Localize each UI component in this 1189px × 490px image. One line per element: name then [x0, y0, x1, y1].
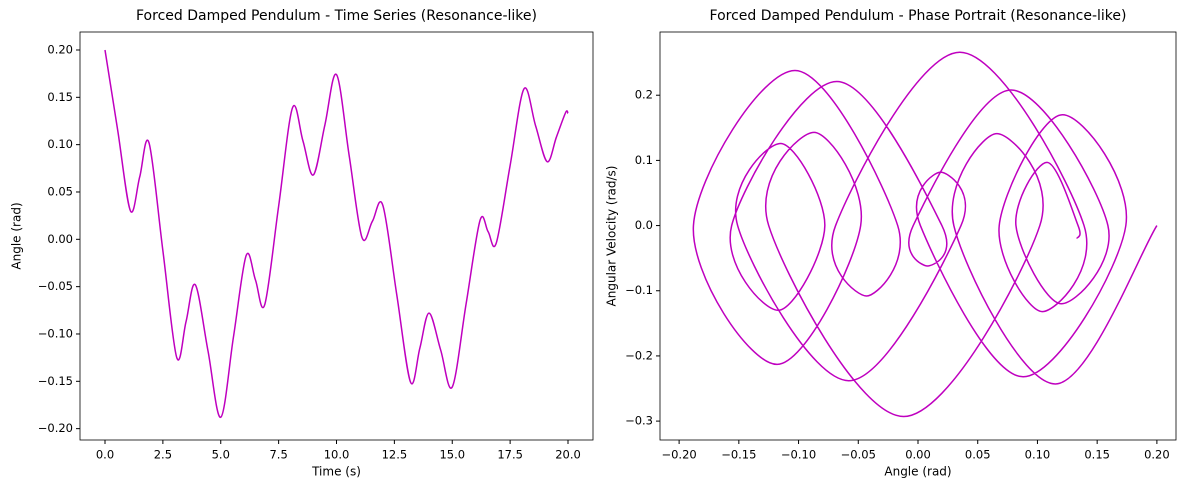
x-tick-label: −0.20	[661, 448, 696, 462]
x-tick-label: −0.05	[841, 448, 876, 462]
x-tick-label: −0.15	[721, 448, 756, 462]
data-line	[692, 51, 1158, 418]
x-tick-label: 20.0	[555, 448, 581, 462]
y-tick-label: −0.15	[38, 374, 73, 388]
y-axis-label: Angular Velocity (rad/s)	[605, 166, 619, 307]
x-axis-label: Angle (rad)	[884, 465, 951, 479]
y-tick-label: −0.2	[625, 348, 653, 362]
x-tick-label: 7.5	[269, 448, 287, 462]
y-axis-label: Angle (rad)	[10, 202, 24, 269]
y-tick-label: 0.2	[635, 88, 653, 102]
y-tick-label: 0.05	[47, 184, 73, 198]
y-tick-label: 0.15	[47, 90, 73, 104]
x-tick-label: 17.5	[497, 448, 523, 462]
y-tick-label: 0.20	[47, 42, 73, 56]
x-tick-label: −0.10	[781, 448, 816, 462]
chart-title: Forced Damped Pendulum - Phase Portrait …	[710, 8, 1127, 24]
x-tick-label: 0.00	[905, 448, 931, 462]
x-tick-label: 0.15	[1084, 448, 1110, 462]
y-tick-label: −0.20	[38, 421, 73, 435]
plot-frame	[79, 31, 594, 441]
x-tick-label: 2.5	[154, 448, 172, 462]
y-tick-label: −0.1	[625, 283, 653, 297]
x-tick-label: 15.0	[439, 448, 465, 462]
y-tick-label: −0.3	[625, 414, 653, 428]
x-tick-label: 5.0	[212, 448, 230, 462]
x-axis-label: Time (s)	[311, 465, 361, 479]
data-line	[104, 49, 569, 419]
x-tick-label: 0.20	[1144, 448, 1170, 462]
y-tick-label: 0.00	[47, 232, 73, 246]
plot-frame	[659, 31, 1177, 441]
x-tick-label: 0.10	[1025, 448, 1051, 462]
x-tick-label: 12.5	[382, 448, 408, 462]
x-tick-label: 10.0	[324, 448, 350, 462]
chart-title: Forced Damped Pendulum - Time Series (Re…	[136, 8, 537, 24]
y-tick-label: 0.0	[635, 218, 653, 232]
y-tick-label: −0.05	[38, 279, 73, 293]
y-tick-label: 0.10	[47, 137, 73, 151]
y-tick-label: 0.1	[635, 153, 653, 167]
y-tick-label: −0.10	[38, 326, 73, 340]
x-tick-label: 0.05	[965, 448, 991, 462]
x-tick-label: 0.0	[96, 448, 114, 462]
